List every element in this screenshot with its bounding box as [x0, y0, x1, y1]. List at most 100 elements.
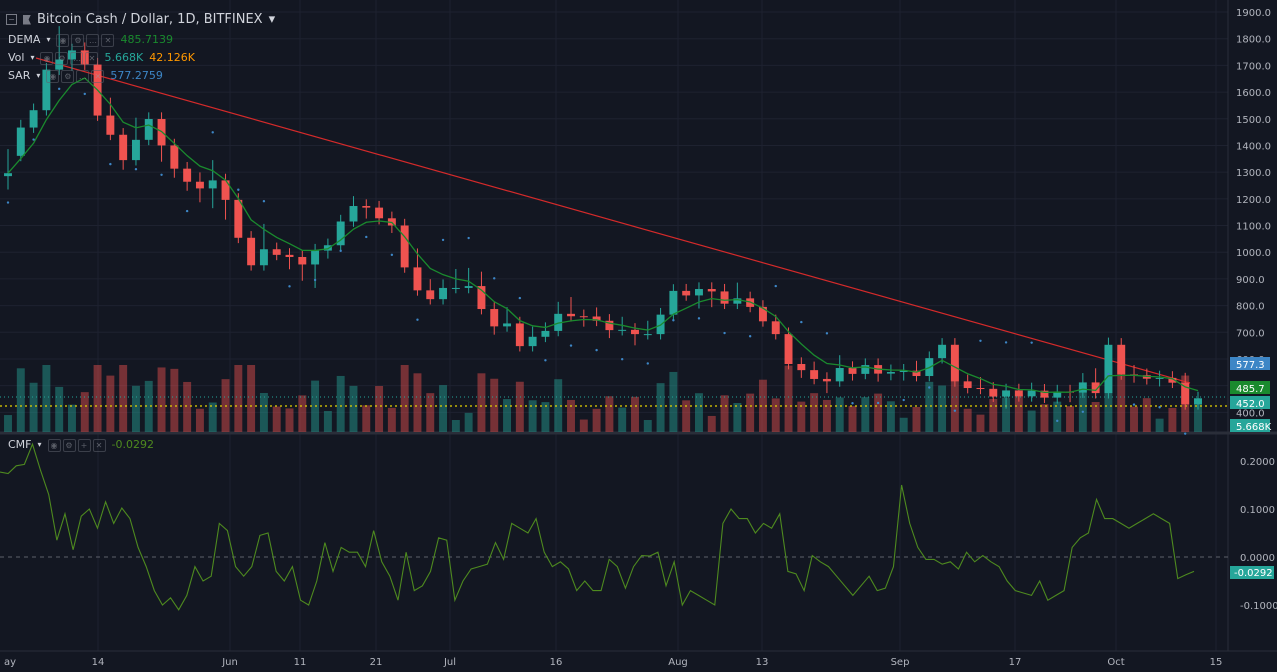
- trendline: [35, 57, 1191, 384]
- legend-cmf-name: CMF: [8, 438, 32, 451]
- volume-bar: [758, 379, 767, 432]
- symbol-title[interactable]: − Bitcoin Cash / Dollar, 1D, BITFINEX ▾: [6, 12, 275, 27]
- time-tick-label: ay: [4, 657, 16, 668]
- chevron-down-icon[interactable]: ▾: [268, 12, 276, 27]
- sar-dot: [723, 331, 726, 335]
- chevron-down-icon[interactable]: ▾: [37, 440, 42, 449]
- candle: [1155, 377, 1164, 379]
- volume-bar: [886, 401, 895, 432]
- candle: [259, 249, 268, 266]
- volume-bar: [797, 401, 806, 432]
- volume-bar: [682, 400, 691, 432]
- legend-vol[interactable]: Vol ▾ ◉ ⚙… ✕ 5.668K 42.126K: [8, 51, 195, 65]
- volume-bar: [55, 386, 64, 432]
- close-icon[interactable]: ✕: [91, 69, 105, 83]
- close-icon[interactable]: ✕: [92, 438, 106, 452]
- eye-icon[interactable]: ◉: [47, 438, 61, 452]
- symbol-title-text: Bitcoin Cash / Dollar, 1D, BITFINEX: [37, 12, 263, 27]
- legend-dema-value: 485.7139: [120, 33, 173, 46]
- candle: [131, 139, 140, 161]
- collapse-icon[interactable]: −: [6, 14, 17, 25]
- candle: [42, 69, 51, 111]
- volume-bar: [1091, 402, 1100, 432]
- candle: [413, 267, 422, 291]
- volume-bar: [746, 393, 755, 432]
- eye-icon[interactable]: ◉: [40, 51, 54, 65]
- chevron-down-icon[interactable]: ▾: [36, 71, 41, 80]
- volume-bar: [733, 403, 742, 432]
- sar-dot: [646, 362, 649, 365]
- gear-icon[interactable]: ⚙: [61, 69, 75, 83]
- volume-bar: [1142, 398, 1151, 432]
- price-tick-label: 800.0: [1236, 302, 1265, 313]
- volume-bar: [541, 402, 550, 432]
- close-icon[interactable]: ✕: [85, 51, 99, 65]
- gear-icon[interactable]: ⚙: [71, 33, 85, 47]
- price-tick-label: 1700.0: [1236, 61, 1271, 72]
- price-tag-label: 485.7: [1236, 384, 1265, 395]
- sar-dot: [825, 332, 829, 335]
- candle: [144, 119, 153, 140]
- gear-icon[interactable]: ⚙: [62, 438, 76, 452]
- candle: [835, 368, 844, 382]
- more-icon[interactable]: …: [86, 33, 100, 47]
- legend-vol-buttons[interactable]: ◉ ⚙… ✕: [40, 51, 99, 65]
- sar-dot: [237, 188, 240, 191]
- candle: [605, 320, 614, 331]
- sar-dot: [697, 317, 701, 320]
- time-tick-label: 11: [294, 657, 307, 668]
- volume-bar: [426, 393, 435, 432]
- legend-cmf[interactable]: CMF ▾ ◉ ⚙ + ✕ -0.0292: [8, 438, 154, 452]
- price-tick-label: 1100.0: [1236, 222, 1271, 233]
- volume-bar: [631, 396, 639, 432]
- legend-sar-buttons[interactable]: ◉ ⚙… ✕: [46, 69, 105, 83]
- candle: [68, 50, 76, 60]
- candle: [1002, 390, 1011, 397]
- volume-bar: [925, 381, 934, 432]
- cmf-tick-label: 0.1000: [1240, 505, 1275, 516]
- sar-dot: [32, 138, 35, 141]
- sar-dot: [979, 339, 982, 342]
- price-tick-label: 700.0: [1236, 328, 1265, 339]
- candle: [183, 168, 192, 182]
- eye-icon[interactable]: ◉: [56, 33, 70, 47]
- sar-dot: [1184, 432, 1187, 435]
- eye-icon[interactable]: ◉: [46, 69, 60, 83]
- close-icon[interactable]: ✕: [101, 33, 115, 47]
- legend-sar[interactable]: SAR ▾ ◉ ⚙… ✕ 577.2759: [8, 69, 163, 83]
- price-tag-label: 452.0: [1236, 399, 1265, 410]
- gear-icon[interactable]: ⚙: [55, 51, 69, 65]
- candle: [1104, 344, 1113, 394]
- volume-bar: [195, 408, 204, 432]
- volume-bar: [247, 365, 256, 432]
- candle: [336, 221, 345, 246]
- volume-bar: [822, 399, 831, 432]
- candle: [234, 199, 243, 238]
- price-tick-label: 1500.0: [1236, 115, 1271, 126]
- volume-bar: [285, 408, 294, 432]
- volume-bar: [387, 407, 396, 432]
- volume-bar: [938, 385, 947, 432]
- volume-bar: [579, 419, 588, 432]
- legend-cmf-buttons[interactable]: ◉ ⚙ + ✕: [47, 438, 106, 452]
- volume-bar: [515, 381, 524, 432]
- sar-dot: [1158, 406, 1161, 409]
- more-icon[interactable]: …: [76, 69, 90, 83]
- time-tick-label: Jun: [221, 657, 238, 668]
- legend-dema[interactable]: DEMA ▾ ◉ ⚙… ✕ 485.7139: [8, 33, 173, 47]
- cmf-line: [0, 442, 1195, 611]
- more-icon[interactable]: …: [70, 51, 84, 65]
- chevron-down-icon[interactable]: ▾: [46, 35, 51, 44]
- legend-dema-buttons[interactable]: ◉ ⚙… ✕: [56, 33, 115, 47]
- volume-bars: [4, 365, 1202, 432]
- volume-bar: [144, 380, 153, 432]
- volume-bar: [42, 365, 51, 432]
- more-icon[interactable]: +: [77, 438, 91, 452]
- chevron-down-icon[interactable]: ▾: [30, 53, 35, 62]
- flag-icon[interactable]: [23, 14, 31, 25]
- sar-dot: [211, 131, 214, 134]
- candle: [80, 50, 89, 65]
- price-tag: 485.7: [1230, 381, 1270, 395]
- candle: [528, 336, 537, 347]
